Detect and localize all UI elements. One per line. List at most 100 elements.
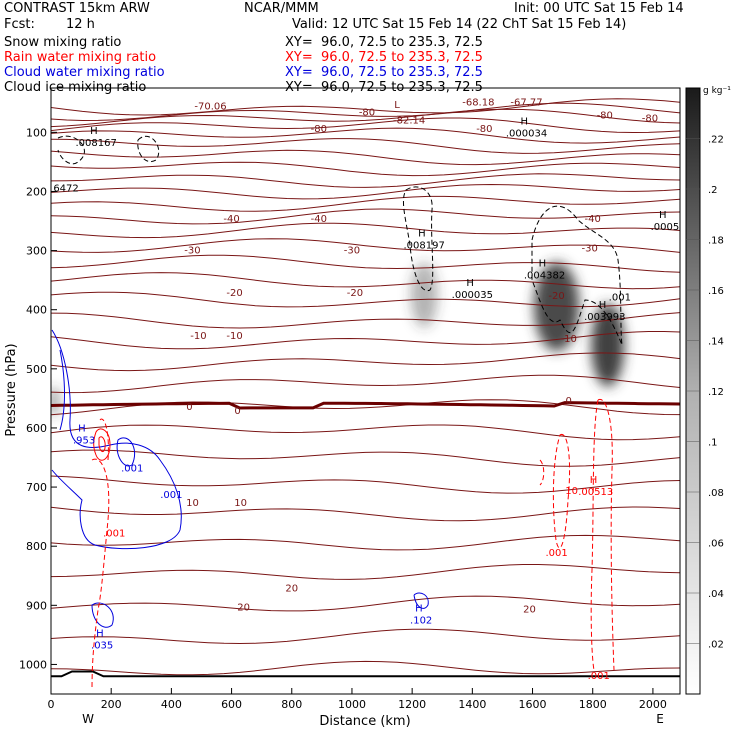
colorbar-tick-label-4: .08: [708, 488, 724, 499]
temperature-label-9: -80: [597, 111, 613, 122]
y-tick-label-4: 400: [26, 304, 47, 317]
temperature-label-27: 10: [234, 498, 247, 509]
temperature-label-18: -20: [347, 288, 363, 299]
cloud-water-contour-small: [116, 437, 136, 467]
valid-time: Valid: 12 UTC Sat 15 Feb 14 (22 ChT Sat …: [292, 17, 627, 32]
cloud-water-contour-west: [51, 329, 182, 550]
temperature-label-11: -40: [223, 214, 239, 225]
maximum-value-5: .003993: [584, 312, 625, 323]
temperature-label-2: -80: [359, 108, 375, 119]
contour-value-label-4: .001: [160, 490, 182, 501]
temperature-contour-7: [51, 149, 680, 166]
y-tick-label-10: 1000: [19, 658, 47, 671]
maximum-value-11: .00513: [578, 487, 613, 498]
cloud-water-contour-isolated: [413, 592, 429, 609]
maximum-marker-2: H: [418, 228, 426, 239]
temperature-label-1: -70.06: [194, 102, 226, 113]
maximum-marker-10: H: [415, 603, 423, 614]
field-cloud-water-xy: XY= 96.0, 72.5 to 235.3, 72.5: [285, 65, 483, 80]
temperature-contour-5: [51, 127, 680, 144]
temperature-contour-23: [51, 424, 680, 441]
contour-value-label-2: .001: [609, 293, 631, 304]
maximum-value-2: .008197: [404, 240, 445, 251]
y-tick-label-8: 800: [26, 540, 47, 553]
x-tick-label-11: 2000: [639, 698, 667, 711]
temperature-contour-4: [51, 117, 680, 134]
contour-value-label-5: .001: [103, 529, 125, 540]
temperature-contour-1: [51, 98, 680, 116]
contour-value-label-8: .001: [588, 671, 610, 682]
temperature-contour-10: [51, 183, 680, 200]
cloud-ice-contour-center: [403, 186, 434, 292]
contour-value-label-3: .001: [121, 464, 143, 475]
colorbar-tick-label-6: .12: [708, 387, 724, 398]
temperature-contour-13: [51, 222, 680, 239]
y-tick-label-9: 900: [26, 599, 47, 612]
temperature-contours: [51, 98, 680, 678]
temperature-label-16: -30: [582, 244, 598, 255]
colorbar-tick-label-10: .2: [708, 185, 718, 196]
temperature-label-3: L: [394, 100, 400, 111]
temperature-label-28: 20: [285, 584, 298, 595]
x-tick-label-1: 0: [48, 698, 55, 711]
temperature-label-5: -68.18: [462, 98, 494, 109]
colorbar-unit: g kg⁻¹: [703, 86, 731, 96]
maximum-value-6: .000034: [506, 129, 547, 140]
temperature-contour-9: [51, 173, 680, 188]
snow-shading: [51, 262, 625, 417]
maximum-marker-1: H: [90, 126, 98, 137]
forecast-label: Fcst:: [4, 17, 35, 32]
snow-maximum-4: [51, 386, 59, 417]
forecast-hour: 12 h: [66, 17, 95, 32]
maximum-value-1: .008167: [75, 138, 116, 149]
maximum-value-3: .000035: [452, 290, 493, 301]
maximum-value-7: .0005: [651, 222, 680, 233]
field-cloud-water-name: Cloud water mixing ratio: [4, 65, 165, 80]
temperature-contour-26: [51, 506, 680, 522]
plot-axes: 0 200 400 600 800 1000 1200 1400 1600 1800 2000100…: [19, 87, 681, 711]
x-tick-label-6: 1000: [338, 698, 366, 711]
maximum-value-8: .953: [73, 436, 95, 447]
temperature-contour-6: [51, 138, 680, 154]
field-snow-xy: XY= 96.0, 72.5 to 235.3, 72.5: [285, 35, 483, 50]
east-label: E: [656, 712, 664, 726]
temperature-contour-20: [51, 352, 680, 372]
contour-labels: -70.06 -80 L -82.14 -68.18 -67.77 -80 -80 -80 -80…: [53, 98, 679, 682]
field-rain-name: Rain water mixing ratio: [4, 50, 157, 65]
west-label: W: [82, 712, 94, 726]
temperature-contour-14: [51, 238, 680, 253]
plot-frame: [50, 87, 681, 695]
contour-value-label-1: 6472: [53, 183, 78, 194]
x-tick-label-7: 1200: [398, 698, 426, 711]
y-tick-label-1: 100: [26, 126, 47, 139]
maximum-marker-9: H: [96, 629, 104, 640]
rain-contour-east-1: [552, 434, 571, 549]
temperature-label-23: 0: [186, 402, 192, 413]
colorbar-tick-label-9: .18: [708, 236, 724, 247]
temperature-contour-31: [51, 660, 680, 676]
colorbar: g kg⁻¹ .02 .04 .06 .08 .1 .12 .14 .16 .18 .2 .22: [685, 86, 731, 695]
temperature-contour-8: [51, 161, 680, 177]
x-tick-label-5: 800: [281, 698, 302, 711]
temperature-label-26: 10: [186, 498, 199, 509]
temperature-label-10: -80: [642, 114, 658, 125]
maximum-marker-7: H: [659, 210, 667, 221]
colorbar-tick-label-5: .1: [708, 438, 718, 449]
rain-contour-east-4: [539, 459, 545, 486]
cloud-ice-contour-upper-left: [57, 135, 85, 165]
temperature-label-30: 20: [523, 604, 536, 615]
hydrometeor-contours: [51, 135, 623, 691]
temperature-label-7: -80: [311, 124, 327, 135]
maximum-marker-5: H: [599, 300, 607, 311]
y-tick-label-3: 300: [26, 245, 47, 258]
temperature-label-25: 0: [565, 396, 571, 407]
model-title: CONTRAST 15km ARW: [4, 1, 150, 16]
colorbar-tick-label-2: .04: [708, 589, 724, 600]
rain-contour-west-2: [99, 418, 109, 461]
temperature-label-6: -67.77: [510, 98, 542, 109]
temperature-contour-29: [51, 595, 680, 612]
maximum-marker-3: H: [466, 278, 474, 289]
maximum-marker-11: H: [590, 475, 598, 486]
colorbar-tick-label-11: .22: [708, 135, 724, 146]
x-tick-label-9: 1600: [519, 698, 547, 711]
